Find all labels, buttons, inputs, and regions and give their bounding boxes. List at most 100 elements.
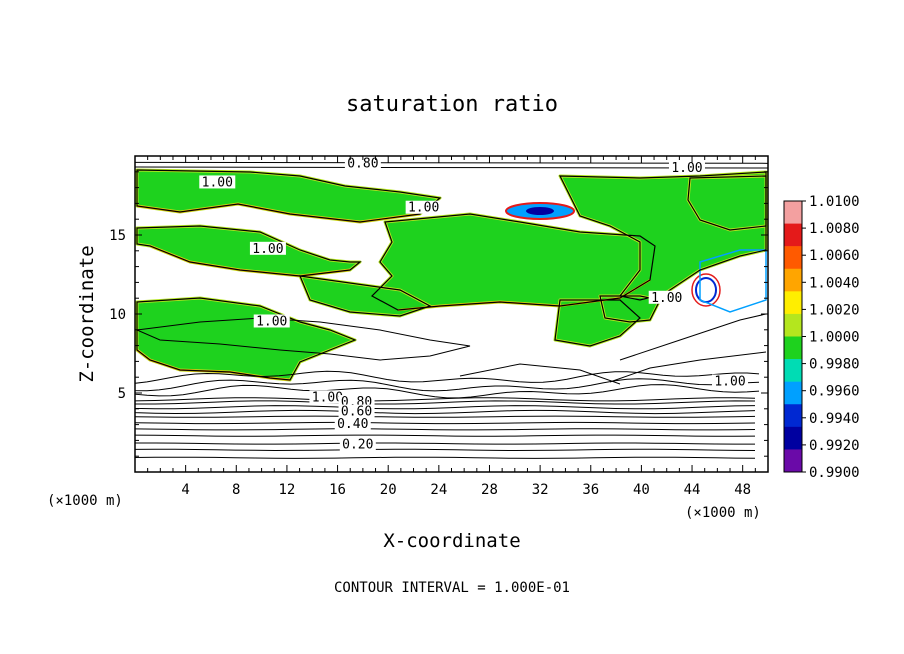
contour-label-backdrop [344,156,381,170]
colorbar-label: 0.9960 [809,384,860,400]
colorbar-swatch [784,201,802,224]
chart-title: saturation ratio [346,92,558,117]
plot-area: 0.80 1.001.001.001.001.001.001.001.000.80… [134,155,769,473]
x-tick-label: 12 [278,482,295,498]
x-tick-label: 40 [633,482,650,498]
deficit-core [526,207,554,215]
colorbar-swatch [784,246,802,270]
colorbar-label: 1.0080 [809,221,860,237]
contour-line [134,448,756,452]
x-tick-label: 20 [380,482,397,498]
contour-line [134,166,769,169]
contour-line [136,297,357,381]
x-tick-label: 44 [684,482,701,498]
contour-line [299,275,432,317]
excess-ring [691,273,721,307]
contour-label-backdrop [405,200,442,214]
x-tick-label: 32 [532,482,549,498]
colorbar-label: 0.9940 [809,411,860,427]
colorbar-label: 0.9980 [809,357,860,373]
colorbar-swatch [784,381,802,405]
colorbar-swatch [784,336,802,360]
contour-labels: 0.80 1.001.001.001.001.001.001.001.000.80… [199,156,749,453]
colorbar-swatch [784,268,802,292]
contour-label-backdrop [338,404,375,418]
contour-label-backdrop [309,390,346,404]
contour-lines [134,161,769,459]
deficit-edge [699,249,767,313]
contour-label-backdrop [334,417,371,431]
x-tick-label: 8 [232,482,240,498]
colorbar-swatch [784,426,802,450]
y-tick-label: 10 [109,307,126,323]
x-axis: 4 8 12 16 20 24 28 32 36 40 44 48 [147,156,756,498]
contour-line [134,397,756,402]
y-tick-label: 5 [118,386,126,402]
contour-line [134,421,756,425]
contour-label-backdrop [199,175,236,189]
x-tick-label: 48 [734,482,751,498]
colorbar-label: 1.0020 [809,302,860,318]
contour-line [554,299,641,347]
contour-line [134,161,769,164]
contour-label-backdrop [648,290,685,304]
contour-line [134,409,756,415]
colorbar-label: 0.9900 [809,465,860,481]
contour-line [134,415,756,418]
colorbar-label: 1.0040 [809,275,860,291]
contour-label: 1.00 [671,161,702,176]
colorbar-label: 0.9920 [809,438,860,454]
contour-label: 0.80 [347,156,378,171]
contour-line [134,384,760,399]
contour-label: 1.00 [256,314,287,329]
y-axis-title: Z-coordinate [76,245,98,382]
x-tick-label: 24 [430,482,447,498]
contour-label: 1.00 [714,375,745,390]
contour-line [134,428,756,431]
contour-label-backdrop [339,437,376,451]
contour-line [134,405,756,410]
contour-line [134,370,760,384]
colorbar: 1.0100 1.0080 1.0060 1.0040 1.0020 1.0000 0.99… [783,194,860,481]
contour-label-backdrop [668,161,705,175]
y-axis: 5 10 15 [109,171,768,457]
contour-line [609,351,767,383]
contour-line [599,295,661,323]
contour-label-backdrop [253,314,290,328]
colorbar-swatch [784,223,802,247]
contour-label: 0.60 [341,405,372,420]
contour-label: 1.00 [252,242,283,257]
contour-interval-note: CONTOUR INTERVAL = 1.000E-01 [334,580,570,596]
y-tick-label: 15 [109,228,126,244]
colorbar-swatch [784,359,802,382]
x-unit-label: (×1000 m) [685,505,761,521]
contour-label: 1.00 [202,175,233,190]
x-tick-label: 28 [481,482,498,498]
contour-label: 0.20 [342,438,373,453]
contour-label: 1.00 [651,291,682,306]
contour-line [134,378,760,392]
contour-line [619,313,767,361]
colorbar-swatch [784,449,802,473]
contour-line [459,363,621,385]
contour-line [687,175,767,231]
colorbar-swatch [784,313,802,337]
contour-line [134,400,756,405]
contour-line [134,434,756,437]
x-tick-label: 4 [181,482,189,498]
contour-line [136,169,442,223]
colorbar-label: 1.0100 [809,194,860,210]
colorbar-label: 1.0060 [809,248,860,264]
contour-line [134,442,755,445]
contour-label-backdrop [712,374,749,388]
colorbar-label: 1.0000 [809,330,860,346]
x-tick-label: 16 [329,482,346,498]
contour-line [136,225,362,277]
contour-line [134,456,756,459]
contour-line [371,213,656,311]
x-axis-title: X-coordinate [383,530,520,552]
colorbar-swatch [784,291,802,315]
contour-label: 1.00 [312,390,343,405]
contour-label: 1.00 [408,201,439,216]
